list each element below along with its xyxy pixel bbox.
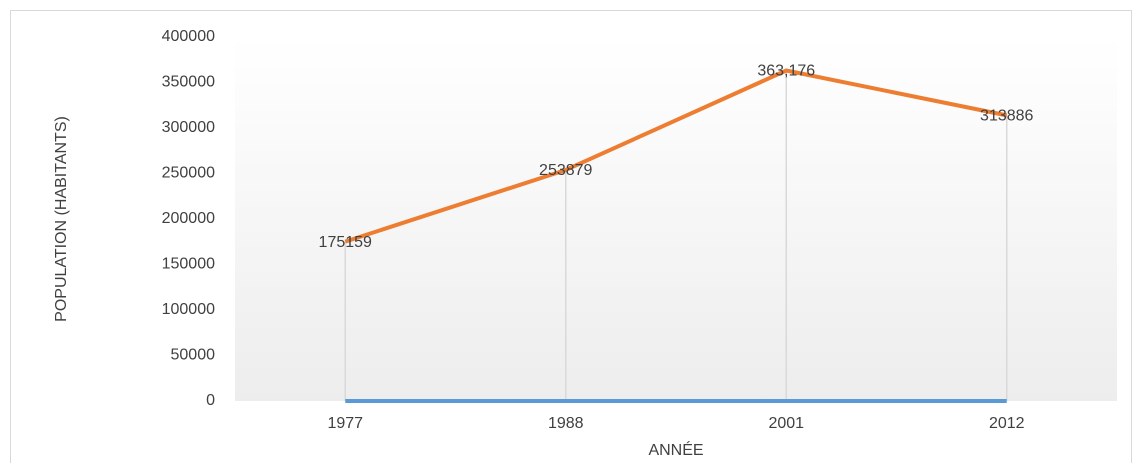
y-tick-label: 100000 xyxy=(162,301,215,318)
plot-area xyxy=(235,37,1117,401)
data-label: 363,176 xyxy=(757,63,815,80)
y-tick-label: 50000 xyxy=(171,347,216,364)
x-tick-label: 2001 xyxy=(768,415,804,432)
y-tick-label: 150000 xyxy=(162,256,215,273)
y-tick-label: 250000 xyxy=(162,165,215,182)
y-axis-label: POPULATION (HABITANTS) xyxy=(53,116,70,322)
x-axis-label: ANNÉE xyxy=(648,440,703,459)
y-tick-label: 400000 xyxy=(162,28,215,45)
x-tick-label: 1977 xyxy=(327,415,363,432)
data-label: 175159 xyxy=(319,234,372,251)
y-tick-label: 350000 xyxy=(162,74,215,91)
x-tick-label: 2012 xyxy=(989,415,1025,432)
data-label: 313886 xyxy=(980,108,1033,125)
y-tick-label: 300000 xyxy=(162,119,215,136)
series-line xyxy=(344,68,1008,244)
x-tick-label: 1988 xyxy=(548,415,584,432)
y-tick-label: 200000 xyxy=(162,210,215,227)
data-label: 253879 xyxy=(539,162,592,179)
y-tick-label: 0 xyxy=(206,392,215,409)
